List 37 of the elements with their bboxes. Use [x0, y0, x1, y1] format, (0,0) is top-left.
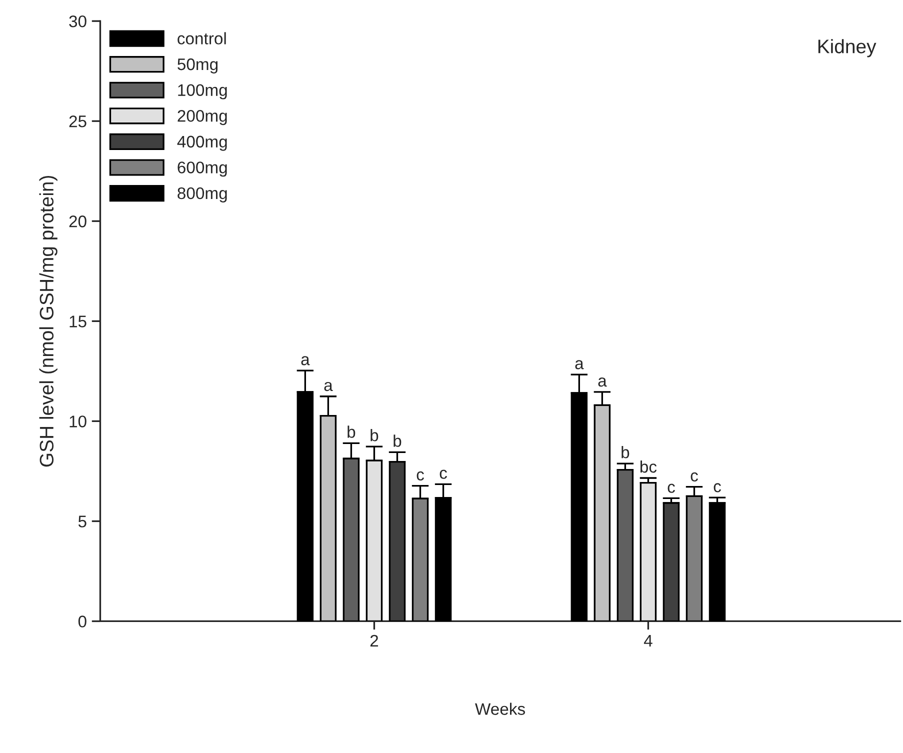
legend-label: 600mg: [178, 162, 227, 177]
bar: [708, 502, 726, 622]
bar: [616, 468, 634, 622]
data-label: a: [324, 382, 333, 392]
data-label: a: [301, 356, 310, 366]
data-label: b: [348, 426, 356, 438]
legend-label: 200mg: [178, 110, 227, 126]
data-label: bc: [640, 460, 657, 473]
x-axis-title: Weeks: [475, 702, 525, 715]
data-label: c: [714, 483, 721, 492]
legend-label: 50mg: [178, 58, 218, 74]
annotation: Kidney: [818, 39, 876, 58]
y-tick-label: 5: [78, 516, 86, 528]
data-label: b: [370, 429, 378, 442]
data-label: b: [622, 446, 630, 458]
y-tick-label: 30: [69, 15, 86, 28]
legend-label: 400mg: [177, 136, 227, 151]
y-tick-label: 15: [70, 316, 86, 328]
y-tick-label: 25: [69, 116, 86, 128]
data-label: c: [440, 470, 447, 479]
data-label: a: [598, 378, 607, 387]
data-label: b: [394, 434, 402, 447]
data-label: a: [575, 360, 584, 370]
legend-label: 100mg: [178, 84, 227, 100]
y-axis-title: GSH level (nmol GSH/mg protein): [39, 176, 58, 467]
y-tick-label: 10: [70, 416, 86, 428]
bar: [662, 502, 680, 622]
legend-label: 800mg: [178, 187, 227, 202]
data-label: c: [416, 471, 424, 480]
legend-label: control: [178, 32, 226, 44]
y-tick-label: 20: [69, 216, 86, 228]
bar: [640, 482, 657, 622]
y-tick-label: 0: [78, 616, 86, 628]
x-tick-label: 4: [644, 635, 652, 646]
data-label: c: [668, 484, 675, 493]
data-label: c: [690, 472, 698, 482]
x-tick-label: 2: [370, 634, 378, 646]
